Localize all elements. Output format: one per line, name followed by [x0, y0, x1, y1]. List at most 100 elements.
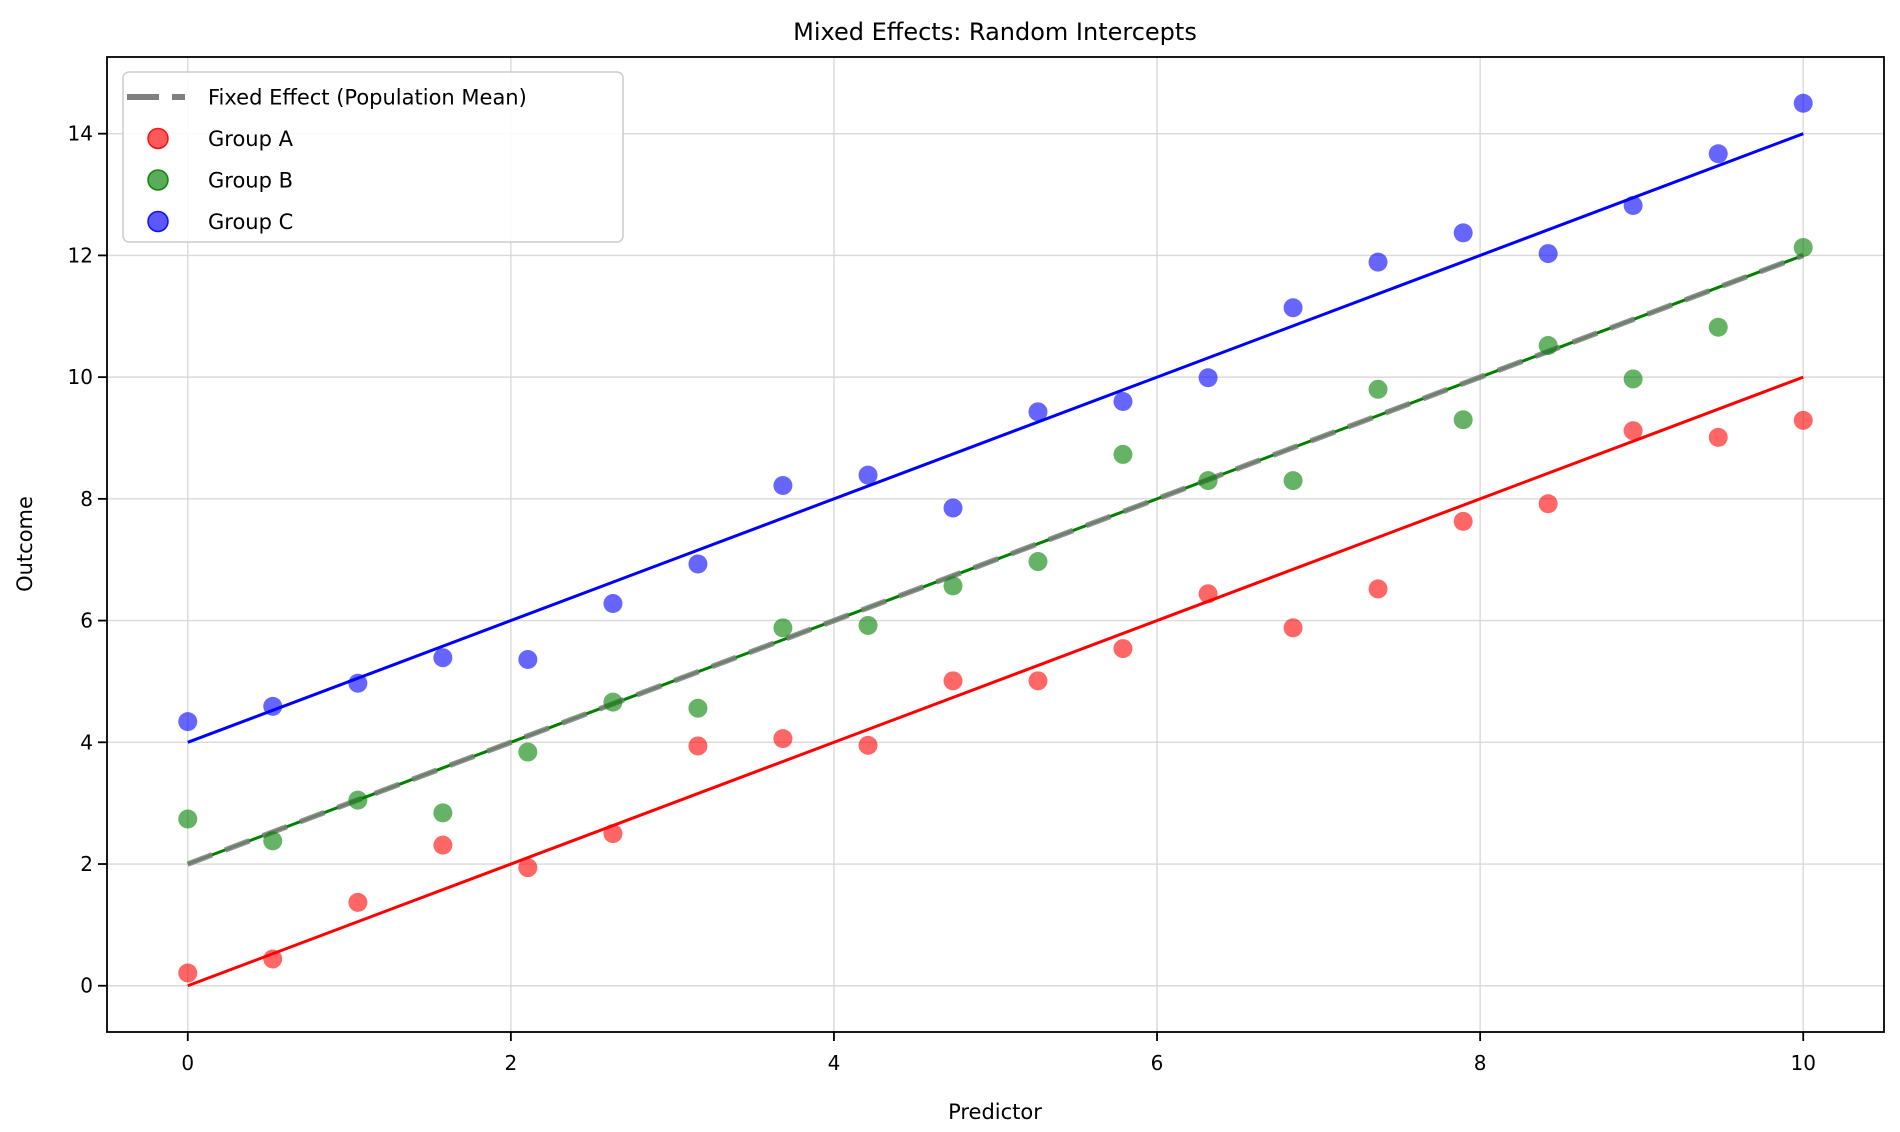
legend-marker-sample — [147, 169, 169, 191]
legend-item-label: Group B — [208, 169, 293, 193]
scatter-point — [688, 698, 708, 718]
plot-spines — [106, 56, 1885, 1033]
scatter-point — [603, 692, 623, 712]
scatter-point — [773, 475, 793, 495]
scatter-layer — [178, 93, 1813, 983]
scatter-point — [1538, 494, 1558, 514]
scatter-point — [178, 809, 198, 829]
scatter-point — [348, 892, 368, 912]
legend-box — [122, 71, 624, 243]
scatter-point — [1708, 317, 1728, 337]
scatter-point — [773, 618, 793, 638]
x-tick-label: 4 — [828, 1051, 841, 1075]
group-c-fit-line — [187, 132, 1804, 744]
scatter-point — [263, 949, 283, 969]
grid-layer — [107, 57, 1884, 1032]
scatter-point — [348, 673, 368, 693]
scatter-point — [433, 803, 453, 823]
legend-item-label: Group C — [208, 210, 293, 234]
scatter-point — [1793, 237, 1813, 257]
scatter-point — [433, 835, 453, 855]
scatter-point — [1283, 298, 1303, 318]
y-tick-label: 4 — [80, 730, 93, 754]
scatter-point — [1028, 402, 1048, 422]
legend-marker-sample — [147, 127, 169, 150]
x-tick-label: 10 — [1791, 1051, 1816, 1075]
y-tick-label: 2 — [80, 852, 93, 876]
fit-lines-layer — [186, 132, 1805, 988]
tick-labels-layer: 0 2 4 6 8 10 0 2 4 6 8 10 12 14 — [68, 122, 1816, 1075]
scatter-series-group-c — [178, 93, 1813, 732]
scatter-point — [1113, 391, 1133, 411]
scatter-point — [1113, 444, 1133, 464]
scatter-point — [518, 742, 538, 762]
scatter-point — [858, 465, 878, 485]
y-tick-label: 12 — [68, 243, 93, 267]
legend-item-group-c: Group C — [147, 210, 293, 234]
scatter-point — [1708, 427, 1728, 447]
y-tick-label: 14 — [68, 122, 93, 146]
scatter-point — [943, 576, 963, 596]
scatter-point — [688, 736, 708, 756]
scatter-point — [1538, 335, 1558, 355]
scatter-point — [1538, 244, 1558, 264]
axes-layer — [98, 56, 1885, 1041]
scatter-point — [518, 858, 538, 878]
scatter-point — [1623, 421, 1643, 441]
legend-item-fixed-effect-population-mean-: Fixed Effect (Population Mean) — [127, 86, 527, 110]
scatter-point — [1113, 639, 1133, 659]
fixed-effect-line — [186, 252, 1805, 867]
scatter-point — [1368, 379, 1388, 399]
scatter-series-group-b — [178, 237, 1813, 851]
scatter-point — [1708, 144, 1728, 164]
scatter-point — [263, 696, 283, 716]
y-tick-label: 6 — [80, 609, 93, 633]
scatter-point — [1453, 511, 1473, 531]
scatter-point — [1198, 471, 1218, 491]
scatter-point — [943, 498, 963, 518]
legend-item-label: Fixed Effect (Population Mean) — [208, 86, 527, 110]
legend-item-group-b: Group B — [147, 169, 293, 193]
legend: Fixed Effect (Population Mean) Group A Gro… — [122, 71, 624, 243]
y-axis-label: Outcome — [13, 496, 37, 592]
scatter-point — [1283, 618, 1303, 638]
scatter-point — [518, 650, 538, 670]
y-tick-label: 10 — [68, 365, 93, 389]
scatter-point — [178, 712, 198, 732]
scatter-point — [1198, 584, 1218, 604]
legend-item-label: Group A — [208, 127, 294, 151]
scatter-point — [1198, 368, 1218, 388]
x-tick-label: 8 — [1474, 1051, 1487, 1075]
scatter-point — [433, 648, 453, 668]
x-tick-label: 6 — [1151, 1051, 1164, 1075]
x-tick-label: 0 — [181, 1051, 194, 1075]
scatter-point — [1623, 369, 1643, 389]
scatter-point — [348, 790, 368, 810]
scatter-point — [858, 735, 878, 755]
scatter-point — [773, 729, 793, 749]
x-axis-label: Predictor — [948, 1100, 1042, 1124]
scatter-point — [1623, 196, 1643, 216]
group-a-fit-line — [187, 375, 1804, 988]
scatter-point — [1453, 410, 1473, 430]
scatter-point — [603, 824, 623, 844]
scatter-point — [263, 831, 283, 851]
scatter-point — [1028, 671, 1048, 691]
scatter-point — [603, 594, 623, 614]
scatter-point — [1793, 93, 1813, 113]
scatter-point — [1793, 410, 1813, 430]
scatter-series-group-a — [178, 410, 1813, 983]
y-tick-label: 8 — [80, 487, 93, 511]
scatter-point — [1453, 223, 1473, 243]
scatter-point — [1283, 471, 1303, 491]
x-tick-label: 2 — [504, 1051, 517, 1075]
legend-item-group-a: Group A — [147, 127, 294, 151]
chart-title: Mixed Effects: Random Intercepts — [793, 18, 1197, 46]
scatter-point — [1368, 579, 1388, 599]
scatter-point — [943, 671, 963, 691]
legend-marker-sample — [147, 210, 169, 233]
scatter-point — [178, 963, 198, 983]
scatter-point — [1368, 252, 1388, 272]
